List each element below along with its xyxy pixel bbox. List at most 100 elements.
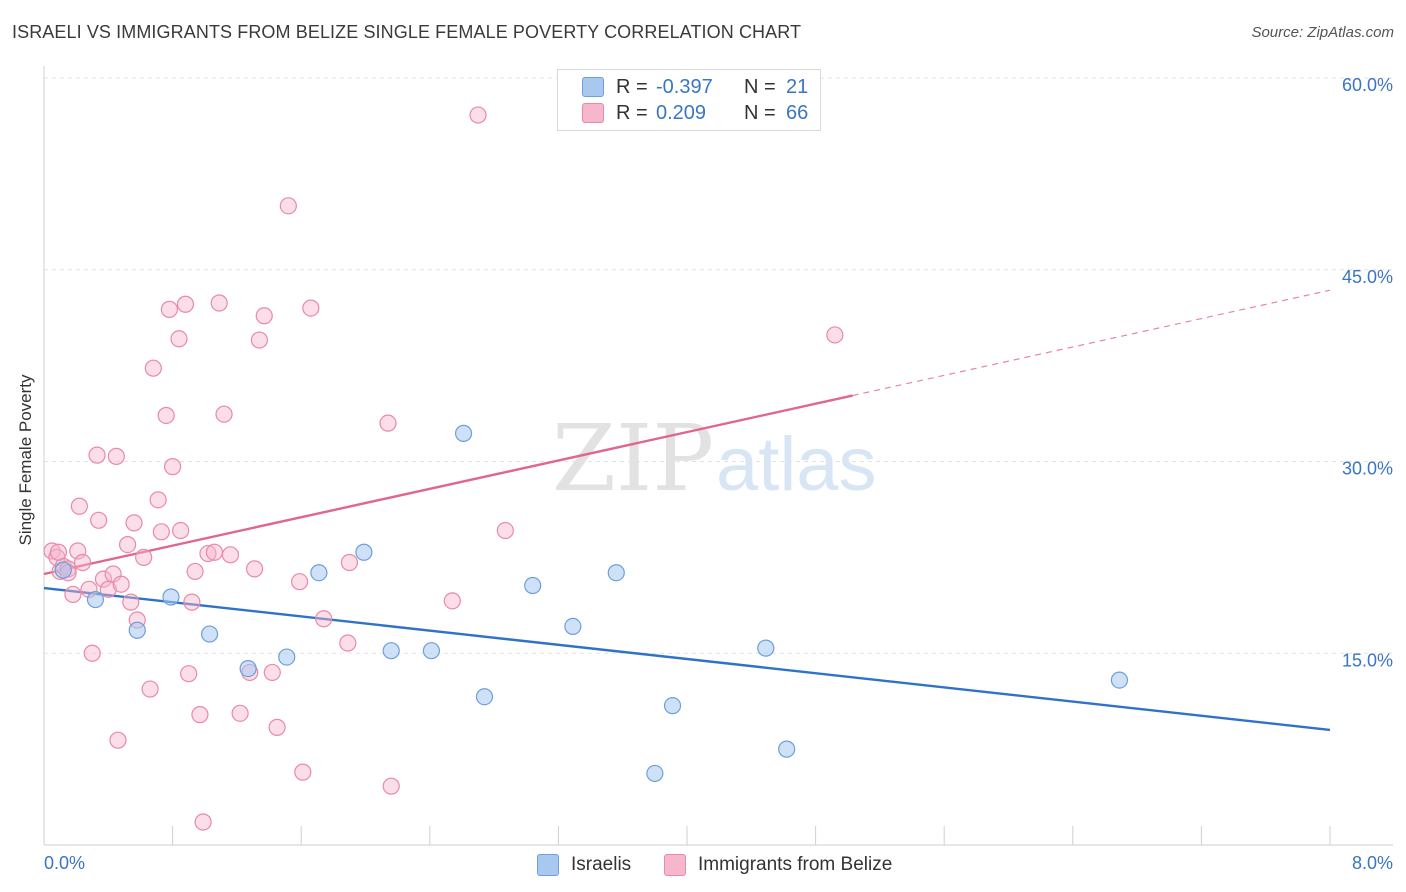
point-israelis	[86, 590, 105, 609]
point-israelis	[646, 764, 664, 783]
legend-n-value: 66	[786, 101, 809, 124]
point-belize	[443, 592, 461, 610]
point-belize	[340, 553, 359, 572]
point-belize	[73, 553, 92, 572]
point-belize	[245, 560, 264, 578]
point-belize	[90, 511, 108, 529]
point-israelis	[475, 688, 494, 706]
chart-title: ISRAELI VS IMMIGRANTS FROM BELIZE SINGLE…	[12, 22, 802, 42]
y-tick-label: 30.0%	[1342, 459, 1393, 479]
legend-label-israelis: Israelis	[571, 854, 632, 875]
point-belize	[94, 570, 113, 588]
point-israelis	[278, 648, 296, 666]
watermark-atlas: atlas	[716, 422, 877, 507]
legend-row-israelis: R = -0.397 N = 21	[582, 75, 808, 99]
legend-label-belize: Immigrants from Belize	[698, 854, 893, 875]
point-belize	[107, 447, 125, 465]
point-israelis	[200, 625, 219, 643]
point-belize	[180, 665, 198, 683]
point-israelis	[564, 617, 582, 636]
point-belize	[141, 680, 159, 698]
trendline-belize	[43, 394, 853, 576]
point-israelis	[422, 642, 441, 660]
legend-swatch-belize	[582, 103, 604, 123]
point-belize	[164, 458, 182, 476]
point-belize	[135, 548, 153, 566]
point-belize	[469, 106, 487, 124]
watermark: ZIP atlas	[552, 405, 877, 512]
point-israelis	[128, 621, 146, 639]
legend-row-belize: R = 0.209 N = 66	[582, 101, 808, 125]
point-israelis	[778, 740, 796, 758]
point-belize	[268, 718, 286, 736]
point-belize	[122, 593, 140, 611]
point-belize	[382, 777, 400, 795]
point-belize	[191, 706, 209, 724]
point-belize	[170, 330, 188, 348]
point-belize	[263, 663, 281, 682]
point-belize	[99, 580, 117, 598]
legend-item-belize[interactable]: Immigrants from Belize	[664, 852, 892, 878]
legend-n-value: 21	[786, 75, 809, 98]
point-israelis	[239, 659, 257, 678]
point-belize	[118, 535, 137, 554]
point-belize	[186, 562, 204, 581]
point-belize	[160, 300, 178, 318]
legend-r-value: -0.397	[656, 75, 713, 98]
point-israelis	[454, 424, 473, 442]
point-belize	[826, 326, 844, 344]
point-belize	[496, 521, 514, 540]
watermark-zip: ZIP	[552, 405, 714, 512]
legend-r-value: 0.209	[656, 101, 707, 124]
point-belize	[70, 497, 88, 515]
point-belize	[221, 546, 240, 564]
point-israelis	[524, 576, 542, 595]
point-belize	[315, 610, 333, 628]
legend-r-label: R =	[616, 75, 648, 98]
trendline-israelis	[43, 586, 1331, 732]
point-belize	[157, 406, 175, 425]
point-belize	[144, 359, 162, 377]
legend-item-israelis[interactable]: Israelis	[537, 852, 631, 878]
point-israelis	[1110, 671, 1129, 689]
point-belize	[199, 544, 217, 563]
point-israelis	[355, 543, 373, 561]
trendline-belize-extension	[852, 289, 1331, 397]
point-belize	[49, 543, 68, 561]
point-belize	[172, 521, 190, 540]
point-belize	[109, 731, 127, 749]
point-belize	[183, 593, 201, 611]
legend-swatch-belize	[664, 854, 686, 876]
legend-swatch-israelis	[582, 77, 604, 97]
point-belize	[279, 197, 297, 215]
point-belize	[302, 299, 320, 317]
point-israelis	[310, 564, 328, 582]
point-belize	[290, 573, 309, 591]
point-israelis	[162, 588, 180, 606]
point-belize	[255, 307, 273, 325]
legend-r-label: R =	[616, 101, 648, 124]
x-tick-label: 0.0%	[44, 853, 85, 873]
point-belize	[210, 294, 228, 312]
point-israelis	[663, 697, 682, 715]
point-belize	[152, 523, 170, 541]
y-tick-label: 15.0%	[1342, 650, 1393, 670]
x-tick-label: 8.0%	[1352, 853, 1393, 873]
y-axis-label: Single Female Poverty	[16, 374, 35, 546]
point-belize	[149, 491, 167, 509]
point-belize	[88, 446, 106, 464]
series-legend: Israelis Immigrants from Belize	[0, 852, 1406, 878]
point-belize	[294, 763, 312, 781]
legend-n-label: N =	[744, 75, 776, 98]
point-belize	[83, 644, 101, 662]
point-belize	[194, 813, 212, 831]
point-belize	[339, 634, 357, 652]
point-belize	[176, 295, 195, 313]
point-israelis	[54, 561, 72, 579]
point-israelis	[382, 642, 400, 660]
legend-n-label: N =	[744, 101, 776, 124]
point-belize	[112, 575, 130, 593]
point-belize	[64, 585, 82, 604]
point-belize	[250, 331, 269, 349]
